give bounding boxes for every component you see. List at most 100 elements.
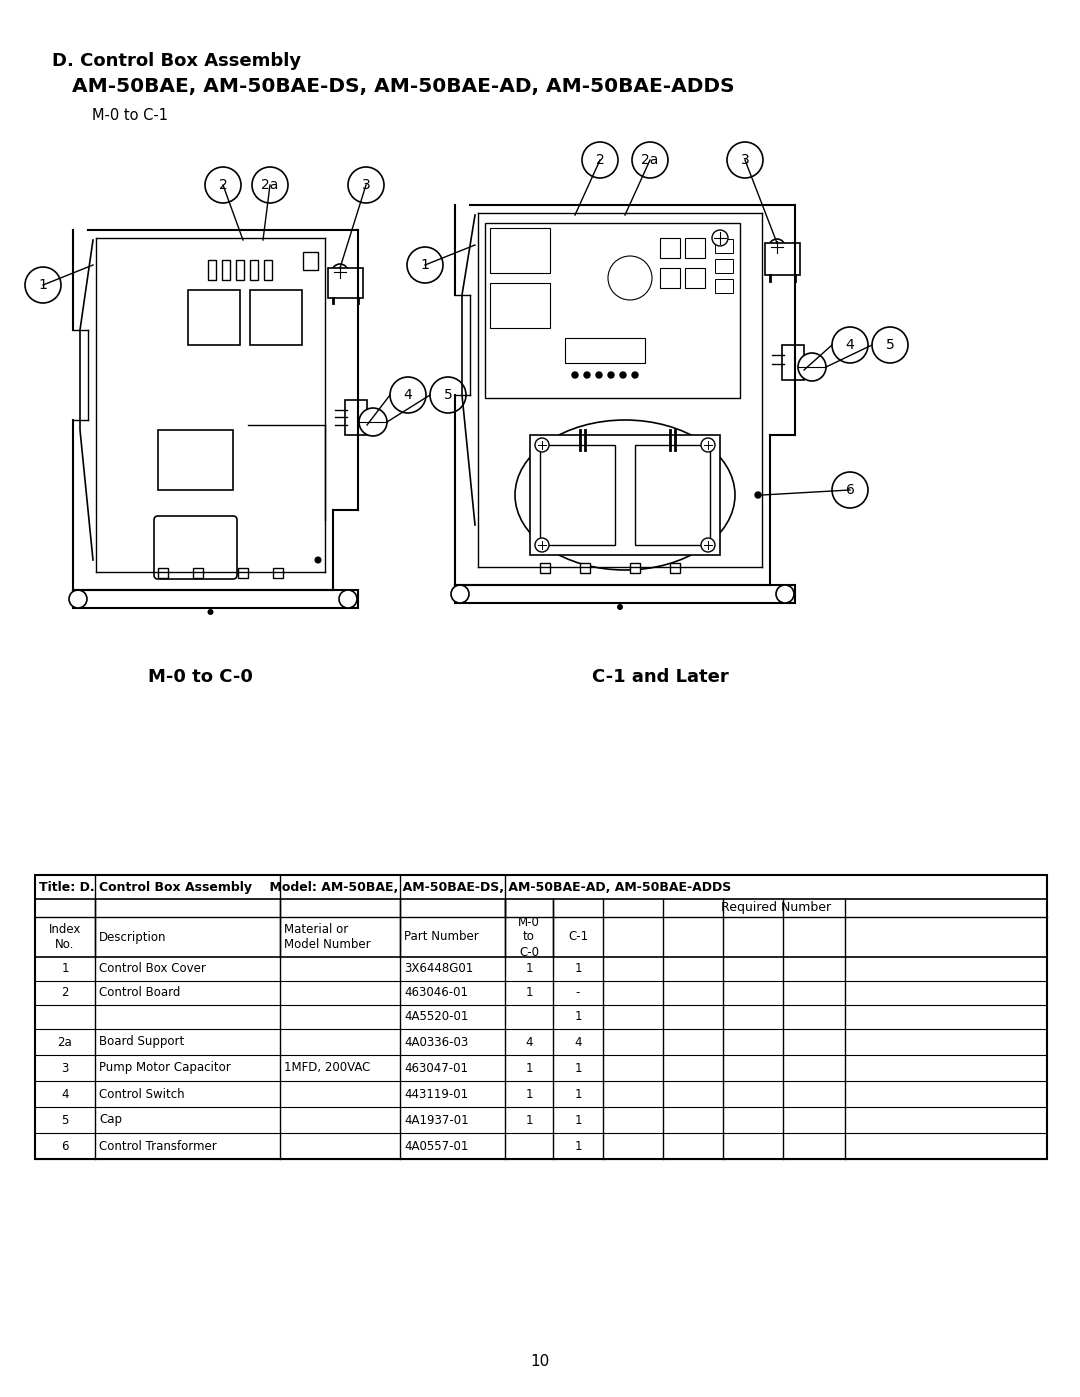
Text: Control Board: Control Board: [99, 986, 180, 999]
Text: C-1: C-1: [568, 930, 589, 943]
Bar: [490, 284, 550, 328]
Circle shape: [727, 142, 762, 177]
Text: 1: 1: [525, 963, 532, 975]
Circle shape: [315, 557, 321, 563]
Circle shape: [69, 590, 87, 608]
Text: 4: 4: [62, 1087, 69, 1101]
Text: Index
No.: Index No.: [49, 923, 81, 951]
Bar: [35, 875, 1047, 1160]
Text: 5: 5: [62, 1113, 69, 1126]
Circle shape: [755, 492, 761, 497]
Bar: [635, 446, 710, 545]
Bar: [782, 345, 804, 380]
Circle shape: [798, 353, 826, 381]
Circle shape: [535, 439, 549, 453]
Text: 1MFD, 200VAC: 1MFD, 200VAC: [284, 1062, 370, 1074]
Text: 4: 4: [846, 338, 854, 352]
Circle shape: [390, 377, 426, 414]
Bar: [237, 260, 244, 279]
Circle shape: [712, 231, 728, 246]
Bar: [193, 569, 203, 578]
Text: 10: 10: [530, 1355, 550, 1369]
Text: 5: 5: [886, 338, 894, 352]
Text: 3: 3: [741, 154, 750, 168]
Text: 2: 2: [218, 177, 228, 191]
Bar: [158, 569, 168, 578]
FancyBboxPatch shape: [154, 515, 237, 578]
Bar: [660, 268, 680, 288]
Circle shape: [207, 609, 214, 615]
Circle shape: [535, 538, 549, 552]
Circle shape: [25, 267, 60, 303]
Bar: [715, 258, 733, 272]
Circle shape: [348, 168, 384, 203]
Circle shape: [632, 372, 638, 379]
Text: D. Control Box Assembly: D. Control Box Assembly: [52, 52, 301, 70]
Text: Control Box Cover: Control Box Cover: [99, 963, 206, 975]
Text: 4: 4: [525, 1035, 532, 1049]
Bar: [685, 237, 705, 258]
Bar: [455, 585, 795, 604]
Text: 1: 1: [575, 1087, 582, 1101]
Text: 1: 1: [39, 278, 48, 292]
Text: M-0 to C-0: M-0 to C-0: [148, 668, 253, 686]
Text: 1: 1: [575, 1010, 582, 1024]
Bar: [264, 260, 272, 279]
Text: -: -: [576, 986, 580, 999]
Text: 3: 3: [62, 1062, 69, 1074]
Text: 1: 1: [525, 1087, 532, 1101]
Circle shape: [252, 168, 288, 203]
Bar: [249, 260, 258, 279]
Bar: [490, 228, 550, 272]
Bar: [765, 243, 800, 275]
Text: M-0
to
C-0: M-0 to C-0: [518, 915, 540, 958]
Circle shape: [617, 604, 623, 610]
Bar: [345, 400, 367, 434]
Bar: [73, 590, 357, 608]
Bar: [485, 224, 740, 398]
Text: 443119-01: 443119-01: [404, 1087, 468, 1101]
Circle shape: [872, 327, 908, 363]
Circle shape: [832, 327, 868, 363]
Circle shape: [620, 372, 626, 379]
Text: 4A1937-01: 4A1937-01: [404, 1113, 469, 1126]
Text: 3: 3: [362, 177, 370, 191]
Ellipse shape: [515, 420, 735, 570]
Text: 4: 4: [575, 1035, 582, 1049]
Circle shape: [701, 439, 715, 453]
Circle shape: [832, 472, 868, 509]
Text: 1: 1: [525, 1113, 532, 1126]
Text: Required Number: Required Number: [721, 901, 832, 915]
Circle shape: [407, 247, 443, 284]
Text: 1: 1: [420, 258, 430, 272]
Text: 1: 1: [575, 1113, 582, 1126]
Text: 2a: 2a: [57, 1035, 72, 1049]
Bar: [540, 446, 615, 545]
Bar: [238, 569, 248, 578]
Text: Material or
Model Number: Material or Model Number: [284, 923, 370, 951]
Circle shape: [584, 372, 590, 379]
Circle shape: [339, 590, 357, 608]
Text: 6: 6: [846, 483, 854, 497]
Bar: [715, 239, 733, 253]
Circle shape: [632, 142, 669, 177]
Text: Description: Description: [99, 930, 166, 943]
Circle shape: [205, 168, 241, 203]
Text: 4: 4: [404, 388, 413, 402]
Text: 3X6448G01: 3X6448G01: [404, 963, 473, 975]
Bar: [530, 434, 720, 555]
Text: 5: 5: [444, 388, 453, 402]
Bar: [158, 430, 233, 490]
Text: 6: 6: [62, 1140, 69, 1153]
Bar: [565, 338, 645, 363]
Text: 1: 1: [525, 1062, 532, 1074]
Circle shape: [701, 538, 715, 552]
Text: 2: 2: [62, 986, 69, 999]
Text: 1: 1: [62, 963, 69, 975]
Text: Pump Motor Capacitor: Pump Motor Capacitor: [99, 1062, 231, 1074]
Bar: [715, 279, 733, 293]
Text: 4A5520-01: 4A5520-01: [404, 1010, 469, 1024]
Text: M-0 to C-1: M-0 to C-1: [92, 108, 168, 123]
Circle shape: [769, 239, 785, 256]
Circle shape: [332, 264, 348, 279]
